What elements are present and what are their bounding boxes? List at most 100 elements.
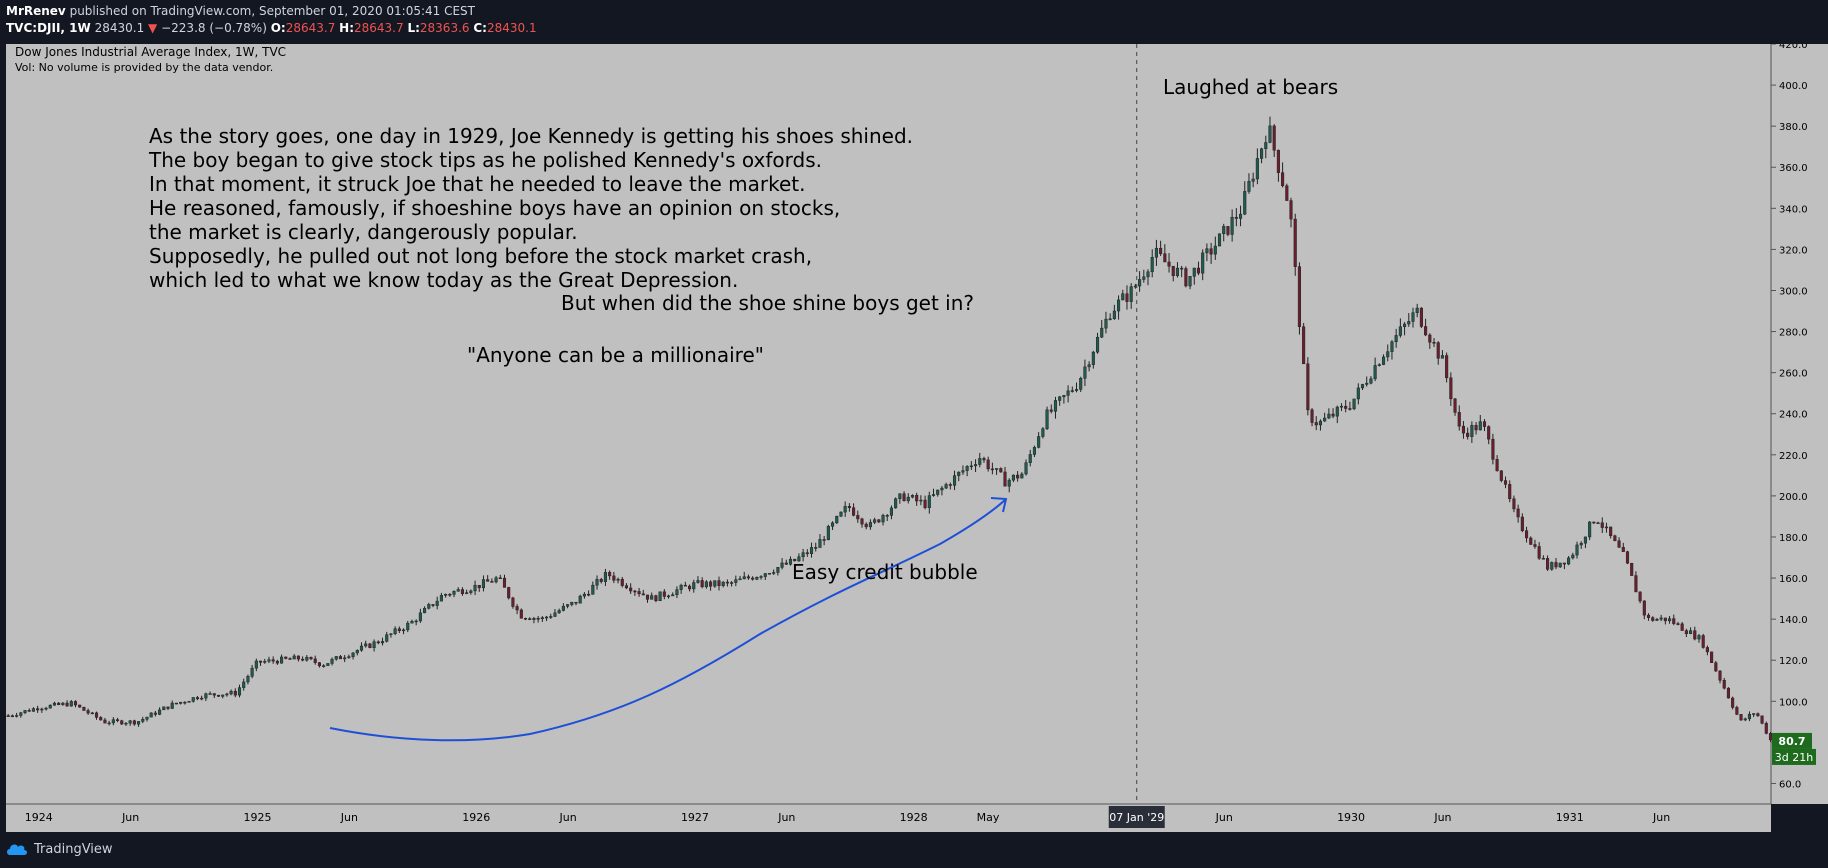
candle-body — [1701, 635, 1705, 648]
candle-body — [103, 719, 107, 724]
candle-body — [557, 610, 561, 614]
candle-body — [755, 576, 759, 580]
candle-body — [1562, 562, 1566, 565]
candle-body — [1436, 342, 1440, 359]
candle-body — [1503, 480, 1508, 485]
author-name[interactable]: MrRenev — [6, 4, 66, 18]
candle-body — [999, 468, 1003, 473]
candle-body — [200, 697, 204, 700]
candle-body — [978, 458, 982, 465]
candle-body — [73, 701, 78, 706]
candle-body — [494, 577, 498, 583]
candle-body — [751, 577, 755, 580]
candle-body — [931, 494, 936, 496]
tradingview-brand[interactable]: TradingView — [34, 842, 113, 857]
candle-body — [561, 606, 565, 611]
chart-canvas[interactable]: 60.080.0100.0120.0140.0160.0180.0200.022… — [0, 44, 1828, 832]
candle-body — [608, 572, 612, 577]
y-tick-label: 120.0 — [1779, 656, 1808, 667]
x-axis-ticks: 1924 Jun 1925 Jun 1926 Jun 1927 Jun 1928 May Jun 19… — [25, 811, 1670, 824]
candle-body — [1024, 462, 1028, 475]
candle-body — [1470, 425, 1474, 437]
candle-body — [763, 573, 767, 577]
y-tick-label: 180.0 — [1779, 533, 1808, 544]
candle-body — [1032, 447, 1036, 455]
candle-body — [1722, 680, 1726, 689]
close-label: C: — [473, 21, 487, 35]
candle-body — [645, 594, 650, 600]
candle-body — [1318, 420, 1323, 426]
candle-body — [183, 701, 187, 704]
candle-body — [536, 618, 540, 620]
candle-body — [1163, 253, 1167, 263]
candle-body — [343, 657, 347, 660]
candle-body — [1007, 479, 1011, 487]
candle-body — [1596, 522, 1600, 524]
x-tick-label: May — [977, 811, 1000, 824]
candle-body — [1087, 364, 1091, 368]
candle-body — [671, 594, 675, 597]
candle-body — [553, 612, 557, 617]
candle-body — [696, 580, 700, 583]
credit-annotation: Easy credit bubble — [792, 560, 978, 584]
candle-body — [317, 662, 321, 667]
candle-body — [507, 587, 511, 599]
story-annotation: As the story goes, one day in 1929, Joe … — [148, 124, 913, 292]
candle-body — [1398, 326, 1402, 336]
candle-body — [1541, 558, 1545, 560]
candle-body — [397, 628, 401, 631]
candle-body — [313, 658, 317, 663]
y-tick-label: 60.0 — [1779, 779, 1801, 790]
candle-body — [212, 693, 216, 696]
candle-body — [1356, 387, 1360, 400]
candle-body — [170, 702, 174, 709]
candle-body — [301, 658, 305, 661]
candle-body — [1083, 366, 1087, 379]
candle-body — [1369, 378, 1373, 384]
candle-body — [683, 584, 687, 587]
candle-body — [1411, 312, 1415, 322]
plot-area[interactable] — [6, 44, 1771, 804]
candle-body — [776, 567, 780, 573]
time-axis[interactable] — [6, 804, 1771, 832]
candle-body — [952, 475, 957, 486]
candle-body — [204, 693, 208, 699]
candle-body — [486, 579, 490, 582]
low-label: L: — [407, 21, 420, 35]
candle-body — [1575, 544, 1579, 556]
candle-body — [233, 690, 237, 696]
price-axis[interactable] — [1771, 44, 1828, 804]
candle-body — [990, 468, 994, 471]
candle-body — [1432, 342, 1436, 344]
candle-body — [1049, 409, 1053, 412]
candle-body — [1175, 267, 1180, 277]
candle-body — [263, 661, 267, 663]
candle-body — [174, 702, 178, 705]
candle-body — [868, 522, 872, 528]
candle-body — [57, 702, 61, 705]
candle-body — [334, 656, 338, 660]
y-tick-label: 380.0 — [1779, 122, 1808, 133]
candle-body — [284, 656, 288, 659]
candle-body — [1344, 405, 1348, 409]
candle-body — [873, 519, 877, 523]
candle-body — [1390, 341, 1394, 352]
question-annotation: But when did the shoe shine boys get in? — [561, 291, 974, 315]
candle-body — [915, 495, 919, 502]
candle-body — [1684, 630, 1688, 635]
candle-body — [1238, 213, 1243, 219]
candle-body — [793, 558, 797, 562]
candle-body — [1495, 459, 1499, 472]
candle-body — [1125, 293, 1129, 302]
candle-body — [1281, 172, 1285, 187]
candle-body — [1604, 526, 1609, 529]
candle-body — [528, 618, 532, 620]
candle-body — [814, 547, 818, 549]
candle-body — [616, 578, 620, 581]
y-tick-label: 400.0 — [1779, 81, 1808, 92]
candle-body — [1524, 530, 1529, 539]
candle-body — [658, 591, 662, 602]
candle-body — [338, 656, 343, 660]
x-tick-label: Jun — [340, 811, 358, 824]
candle-body — [666, 595, 671, 598]
